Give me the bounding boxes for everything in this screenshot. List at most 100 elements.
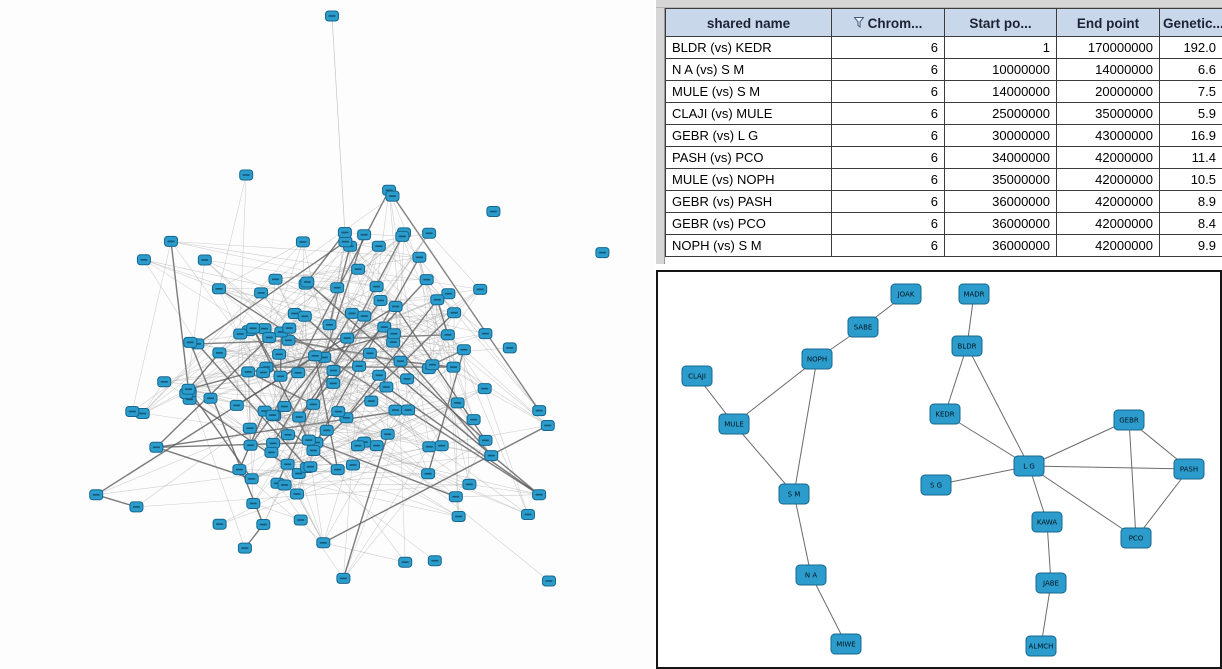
network-node[interactable] bbox=[357, 310, 372, 322]
network-node[interactable] bbox=[212, 347, 227, 359]
network-node[interactable] bbox=[372, 369, 387, 381]
network-node[interactable] bbox=[246, 322, 261, 334]
network-node[interactable] bbox=[388, 404, 403, 416]
network-node[interactable] bbox=[386, 336, 401, 348]
network-node[interactable] bbox=[340, 332, 355, 344]
network-node[interactable] bbox=[441, 288, 456, 300]
table-cell[interactable]: 16.9 bbox=[1159, 124, 1222, 147]
network-node[interactable] bbox=[595, 247, 610, 259]
table-cell[interactable]: 10000000 bbox=[944, 58, 1057, 81]
table-cell[interactable]: 20000000 bbox=[1056, 80, 1160, 103]
network-node[interactable] bbox=[401, 404, 416, 416]
network-node[interactable] bbox=[425, 359, 440, 371]
network-node-MULE[interactable]: MULE bbox=[718, 413, 750, 435]
table-cell[interactable]: 1 bbox=[944, 36, 1057, 59]
network-edge[interactable] bbox=[1128, 419, 1137, 539]
network-node-ALMCH[interactable]: ALMCH bbox=[1025, 635, 1057, 657]
table-cell[interactable]: 36000000 bbox=[944, 234, 1057, 257]
table-cell[interactable]: NOPH (vs) S M bbox=[665, 234, 832, 257]
network-node[interactable] bbox=[542, 575, 556, 587]
network-node[interactable] bbox=[277, 479, 292, 491]
table-row[interactable]: GEBR (vs) PCO 6 36000000 42000000 8.4 bbox=[665, 212, 1222, 235]
network-node[interactable] bbox=[326, 377, 341, 389]
network-node-SG[interactable]: S G bbox=[920, 474, 952, 496]
network-node[interactable] bbox=[450, 397, 465, 409]
table-cell[interactable]: 14000000 bbox=[1056, 58, 1160, 81]
network-node[interactable] bbox=[398, 556, 413, 568]
network-node[interactable] bbox=[532, 489, 547, 501]
network-node[interactable] bbox=[502, 342, 517, 354]
network-node[interactable] bbox=[466, 414, 481, 426]
network-node[interactable] bbox=[129, 501, 144, 513]
network-node[interactable] bbox=[164, 235, 178, 247]
table-cell[interactable]: 6 bbox=[831, 102, 945, 125]
network-node-CLAJI[interactable]: CLAJI bbox=[681, 365, 713, 387]
network-node[interactable] bbox=[197, 254, 212, 266]
network-node[interactable] bbox=[434, 440, 449, 452]
network-node[interactable] bbox=[338, 236, 353, 248]
network-node-JOAK[interactable]: JOAK bbox=[890, 283, 922, 305]
network-node-LG[interactable]: L G bbox=[1013, 455, 1045, 477]
network-node[interactable] bbox=[352, 360, 367, 372]
network-node-GEBR[interactable]: GEBR bbox=[1113, 409, 1145, 431]
network-node[interactable] bbox=[316, 537, 331, 549]
table-cell[interactable]: 14000000 bbox=[944, 80, 1057, 103]
table-cell[interactable]: 43000000 bbox=[1056, 124, 1160, 147]
network-node[interactable] bbox=[462, 478, 477, 490]
network-node[interactable] bbox=[440, 329, 455, 341]
table-cell[interactable]: 36000000 bbox=[944, 212, 1057, 235]
network-node[interactable] bbox=[351, 263, 366, 275]
network-node[interactable] bbox=[281, 429, 295, 441]
network-node[interactable] bbox=[303, 461, 318, 473]
network-node[interactable] bbox=[422, 441, 437, 453]
table-cell[interactable]: 42000000 bbox=[1056, 168, 1160, 191]
network-node[interactable] bbox=[369, 440, 384, 452]
table-cell[interactable]: GEBR (vs) PCO bbox=[665, 212, 832, 235]
network-node[interactable] bbox=[266, 437, 281, 449]
network-node[interactable] bbox=[350, 440, 365, 452]
network-node[interactable] bbox=[451, 511, 466, 522]
network-node[interactable] bbox=[430, 294, 445, 306]
table-cell[interactable]: MULE (vs) S M bbox=[665, 80, 832, 103]
network-edge[interactable] bbox=[1028, 419, 1130, 467]
node-shape[interactable] bbox=[1113, 409, 1145, 431]
network-node[interactable] bbox=[371, 240, 386, 252]
network-node[interactable] bbox=[306, 445, 321, 456]
network-node[interactable] bbox=[486, 206, 501, 217]
network-node[interactable] bbox=[212, 518, 227, 530]
network-node[interactable] bbox=[256, 367, 271, 378]
network-node-KAWA[interactable]: KAWA bbox=[1031, 511, 1063, 533]
table-cell[interactable]: 6 bbox=[831, 190, 945, 213]
node-shape[interactable] bbox=[830, 633, 862, 655]
network-node[interactable] bbox=[456, 344, 471, 356]
node-shape[interactable] bbox=[920, 474, 952, 496]
table-cell[interactable]: 8.9 bbox=[1159, 190, 1222, 213]
network-node[interactable] bbox=[254, 287, 269, 299]
network-node[interactable] bbox=[243, 439, 258, 451]
column-header-1[interactable]: Chrom... bbox=[831, 8, 945, 37]
column-header-4[interactable]: Genetic... bbox=[1159, 8, 1222, 37]
network-node[interactable] bbox=[125, 406, 140, 417]
table-cell[interactable]: 10.5 bbox=[1159, 168, 1222, 191]
network-node[interactable] bbox=[322, 319, 337, 331]
table-cell[interactable]: 6 bbox=[831, 58, 945, 81]
network-node[interactable] bbox=[478, 328, 493, 340]
network-node[interactable] bbox=[331, 406, 346, 418]
network-node[interactable] bbox=[232, 464, 247, 476]
table-cell[interactable]: 6 bbox=[831, 234, 945, 257]
network-node[interactable] bbox=[373, 295, 388, 306]
network-node[interactable] bbox=[262, 332, 277, 343]
network-node[interactable] bbox=[212, 283, 226, 295]
network-node[interactable] bbox=[293, 514, 308, 526]
table-cell[interactable]: CLAJI (vs) MULE bbox=[665, 102, 832, 125]
table-cell[interactable]: 34000000 bbox=[944, 146, 1057, 169]
small-network-canvas[interactable]: JOAK MADR SABE BLDR NOPH CLAJI KEDR GEBR MULE L G… bbox=[658, 272, 1220, 667]
table-cell[interactable]: 6 bbox=[831, 80, 945, 103]
network-node[interactable] bbox=[364, 395, 379, 407]
network-node[interactable] bbox=[448, 491, 463, 503]
column-header-3[interactable]: End point bbox=[1056, 8, 1160, 37]
network-node[interactable] bbox=[295, 236, 310, 248]
network-node[interactable] bbox=[336, 572, 351, 584]
network-node[interactable] bbox=[89, 489, 104, 501]
network-node[interactable] bbox=[540, 420, 555, 431]
